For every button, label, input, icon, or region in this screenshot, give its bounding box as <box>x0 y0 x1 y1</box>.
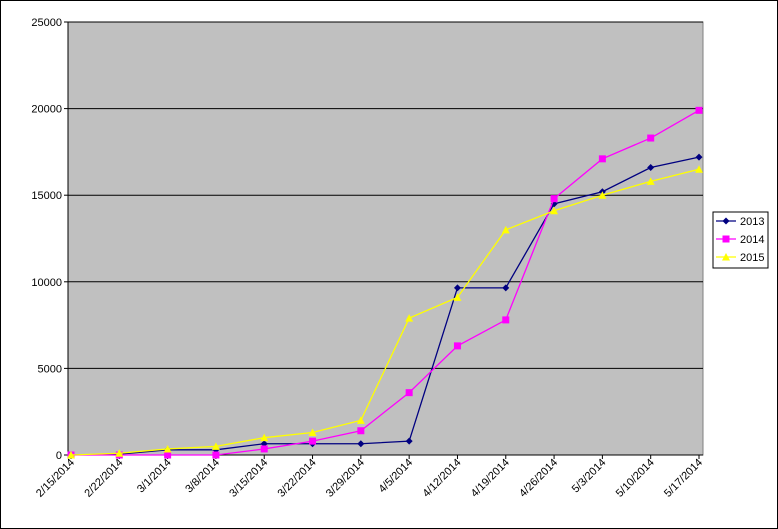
y-tick-label: 25000 <box>31 17 62 29</box>
series-line <box>70 156 700 456</box>
marker <box>501 225 510 234</box>
marker <box>453 284 461 292</box>
marker <box>260 445 268 453</box>
marker <box>356 416 365 424</box>
marker <box>115 449 124 457</box>
y-tick-label: 0 <box>56 450 62 462</box>
legend-label: 2015 <box>740 252 764 264</box>
marker <box>405 437 413 445</box>
y-tick-label: 15000 <box>31 190 62 202</box>
marker <box>646 177 655 185</box>
y-tick-label: 20000 <box>31 104 62 116</box>
marker <box>502 316 510 324</box>
marker <box>211 442 220 450</box>
marker <box>647 163 655 171</box>
marker <box>163 444 172 453</box>
marker <box>647 134 655 142</box>
marker <box>308 428 317 436</box>
marker <box>453 293 462 301</box>
marker <box>357 427 365 435</box>
marker <box>67 451 75 459</box>
plot-area <box>67 21 704 456</box>
marker <box>550 206 559 215</box>
marker <box>598 155 606 163</box>
marker <box>309 437 317 445</box>
marker <box>357 440 365 448</box>
marker <box>722 217 730 225</box>
marker <box>695 106 703 114</box>
marker <box>405 314 414 322</box>
marker <box>722 235 730 243</box>
marker <box>722 253 730 261</box>
y-tick-label: 10000 <box>31 277 62 289</box>
marker <box>164 451 172 459</box>
marker <box>405 389 413 397</box>
series-line <box>71 109 700 456</box>
marker <box>695 153 703 161</box>
marker <box>212 451 220 459</box>
legend-label: 2014 <box>740 234 764 246</box>
series-line <box>70 168 700 456</box>
marker <box>502 284 510 292</box>
marker <box>260 433 269 442</box>
y-tick-label: 5000 <box>38 363 62 375</box>
marker <box>550 195 558 203</box>
marker <box>453 342 461 350</box>
marker <box>598 191 607 199</box>
marker <box>695 165 703 173</box>
legend-label: 2013 <box>740 216 764 228</box>
